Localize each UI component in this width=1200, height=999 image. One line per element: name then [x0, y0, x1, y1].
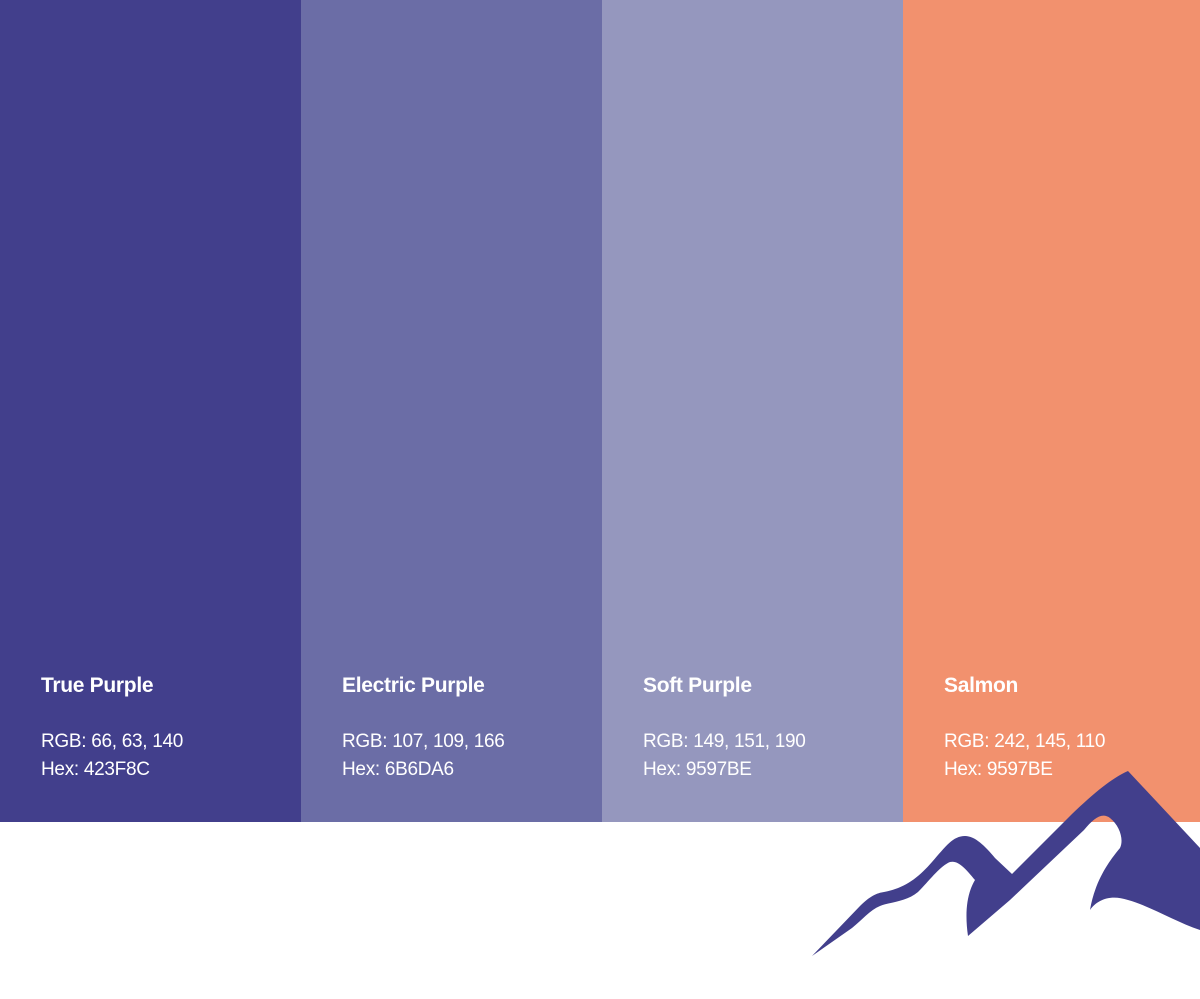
swatch-soft-purple: Soft Purple RGB: 149, 151, 190 Hex: 9597…	[602, 0, 903, 822]
swatch-rgb: RGB: 107, 109, 166	[342, 731, 505, 752]
swatch-label: Electric Purple RGB: 107, 109, 166 Hex: …	[342, 672, 505, 784]
swatch-rgb: RGB: 66, 63, 140	[41, 731, 184, 752]
swatch-hex: Hex: 6B6DA6	[342, 759, 454, 780]
swatch-hex: Hex: 9597BE	[944, 759, 1053, 780]
swatch-salmon: Salmon RGB: 242, 145, 110 Hex: 9597BE	[903, 0, 1200, 822]
swatch-label: Salmon RGB: 242, 145, 110 Hex: 9597BE	[944, 672, 1105, 784]
swatch-name: Salmon	[944, 674, 1019, 697]
swatch-true-purple: True Purple RGB: 66, 63, 140 Hex: 423F8C	[0, 0, 301, 822]
swatch-row: True Purple RGB: 66, 63, 140 Hex: 423F8C…	[0, 0, 1200, 822]
swatch-name: Electric Purple	[342, 674, 485, 697]
swatch-hex: Hex: 423F8C	[41, 759, 150, 780]
swatch-name: True Purple	[41, 674, 154, 697]
swatch-electric-purple: Electric Purple RGB: 107, 109, 166 Hex: …	[301, 0, 602, 822]
swatch-hex: Hex: 9597BE	[643, 759, 752, 780]
swatch-name: Soft Purple	[643, 674, 752, 697]
swatch-rgb: RGB: 242, 145, 110	[944, 731, 1106, 752]
swatch-label: True Purple RGB: 66, 63, 140 Hex: 423F8C	[41, 672, 183, 784]
swatch-rgb: RGB: 149, 151, 190	[643, 731, 806, 752]
swatch-label: Soft Purple RGB: 149, 151, 190 Hex: 9597…	[643, 672, 806, 784]
